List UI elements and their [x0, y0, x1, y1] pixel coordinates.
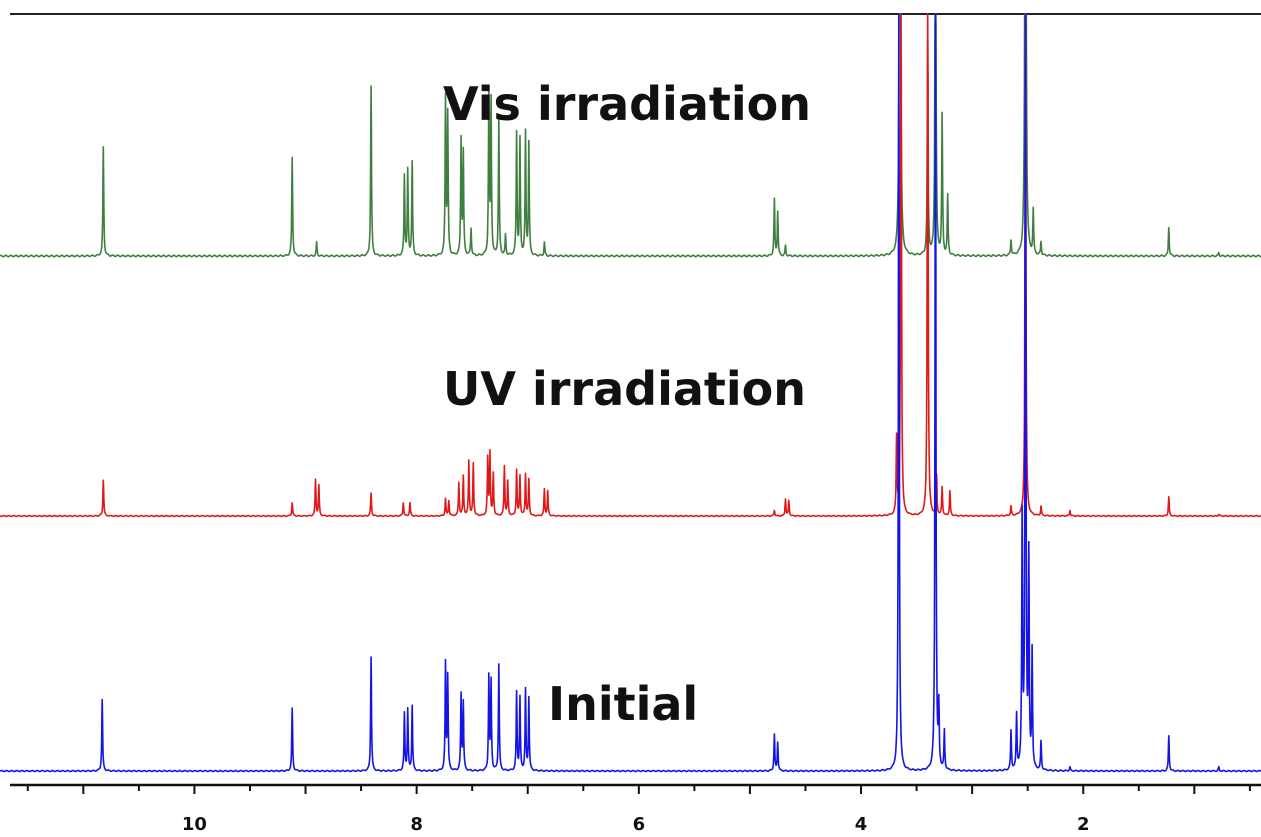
spectrum-title-vis: Vis irradiation: [443, 77, 811, 131]
spectrum-line-uv: [0, 13, 1261, 518]
x-axis-tick-labels: 10 8 6 4 2: [182, 814, 1090, 835]
spectrum-line-vis: [0, 13, 1261, 258]
x-axis-ticks: [26, 785, 1251, 794]
spectrum-title-uv: UV irradiation: [443, 362, 806, 416]
x-tick-label: 6: [633, 814, 646, 835]
spectrum-titles: Vis irradiation UV irradiation Initial: [443, 77, 811, 731]
x-tick-label: 8: [410, 814, 423, 835]
spectrum-line-initial: [0, 13, 1261, 773]
x-tick-label: 10: [182, 814, 207, 835]
spectrum-title-initial: Initial: [548, 677, 698, 731]
x-tick-label: 4: [855, 814, 868, 835]
spectra-traces: [0, 13, 1261, 773]
x-tick-label: 2: [1077, 814, 1090, 835]
